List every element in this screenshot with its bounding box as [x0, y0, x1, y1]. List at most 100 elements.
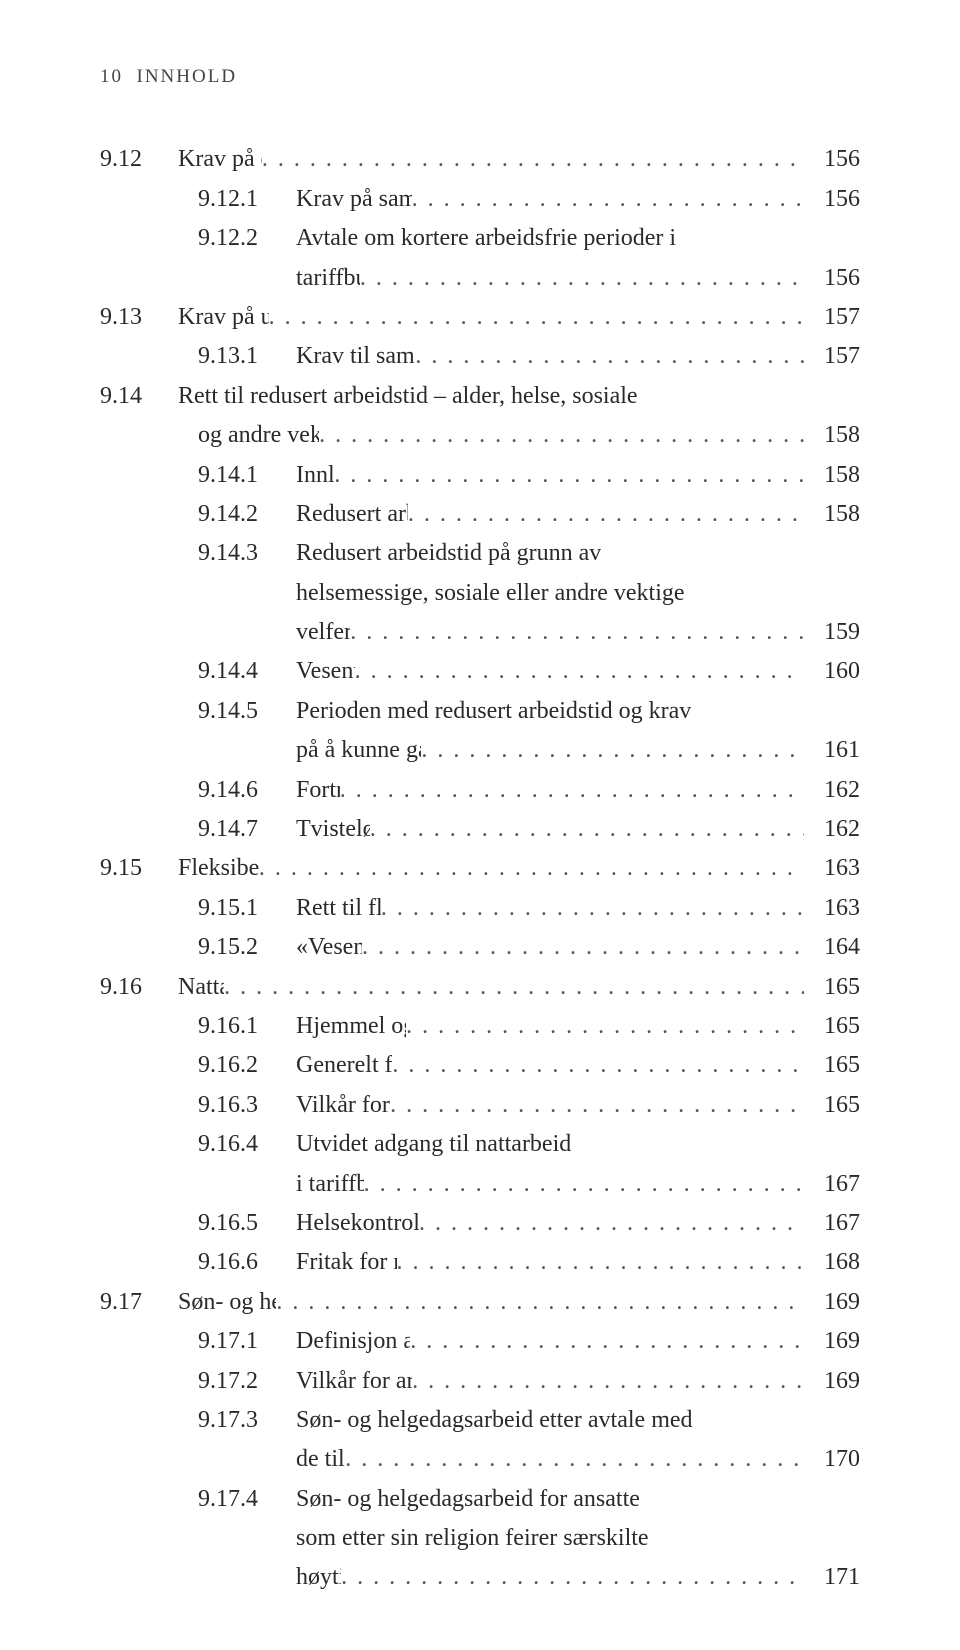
toc-entry: 9.13Krav på ukentlig fritid157 [100, 298, 860, 336]
toc-entry-page: 165 [804, 1046, 860, 1084]
toc-entry-number: 9.15 [100, 849, 178, 887]
toc-entry-title: Krav på daglig fritid [178, 140, 262, 178]
toc-entry: 9.14.2Redusert arbeidstid på grunn av al… [100, 495, 860, 533]
toc-entry: 9.12Krav på daglig fritid 156 [100, 140, 860, 178]
toc-entry-page: 156 [804, 180, 860, 218]
toc-entry-title-continuation: på å kunne gå tilbake til tidligere arbe… [296, 731, 421, 769]
toc-entry: 9.14.1Innledning158 [100, 456, 860, 494]
toc-entry-title: «Vesentlig ulempe» [296, 928, 362, 966]
toc-entry: 9.15Fleksibel arbeidstid163 [100, 849, 860, 887]
toc-entry-page: 167 [804, 1204, 860, 1242]
toc-entry-title: Helsekontroll i forbindelse med nattarbe… [296, 1204, 419, 1242]
toc-entry-number: 9.15.1 [198, 889, 296, 927]
toc-entry-title: Utvidet adgang til nattarbeid [296, 1125, 571, 1163]
toc-leader-dots [390, 1086, 804, 1124]
toc-entry-page: 171 [804, 1558, 860, 1596]
toc-entry-number: 9.14.3 [198, 534, 296, 572]
running-header: 10 INNHOLD [100, 62, 860, 92]
toc-entry-title: Vilkår for å benytte nattarbeid [296, 1086, 390, 1124]
toc-leader-dots [381, 889, 804, 927]
toc-entry-page: 161 [804, 731, 860, 769]
toc-entry-number: 9.16 [100, 968, 178, 1006]
toc-entry-title: Rett til fleksibel arbeidstid [296, 889, 381, 927]
toc-entry-title: Vilkår for arbeid på søn- og helgedager [296, 1362, 412, 1400]
toc-entry: 9.14.4Vesentlig ulempe160 [100, 652, 860, 690]
toc-entry-number: 9.17.1 [198, 1322, 296, 1360]
toc-leader-dots [410, 1322, 804, 1360]
toc-entry-number: 9.14.6 [198, 771, 296, 809]
toc-leader-dots [397, 1243, 804, 1281]
toc-leader-dots [412, 1362, 804, 1400]
toc-entry: 9.16.1Hjemmel og definisjon av nattarbei… [100, 1007, 860, 1045]
toc-entry-title: Krav på ukentlig fritid [178, 298, 269, 336]
toc-entry-title: Definisjon av søn- og helgedagsarbeid [296, 1322, 410, 1360]
toc-entry: 9.14.5Perioden med redusert arbeidstid o… [100, 692, 860, 730]
toc-entry-title: Vesentlig ulempe [296, 652, 355, 690]
toc-leader-dots [319, 416, 804, 454]
toc-entry-title: Innledning [296, 456, 334, 494]
toc-entry-title: Nattarbeid [178, 968, 224, 1006]
toc-entry: 9.17.2Vilkår for arbeid på søn- og helge… [100, 1362, 860, 1400]
toc-entry-page: 157 [804, 337, 860, 375]
toc-entry-number: 9.12.1 [198, 180, 296, 218]
toc-entry-title-continuation: tariffbundet bedrift [296, 259, 360, 297]
toc-entry: 9.15.2«Vesentlig ulempe» 164 [100, 928, 860, 966]
toc-entry-title: Krav på sammenhengende daglig fritid [296, 180, 412, 218]
toc-entry-title: Søn- og helgedagsarbeid for ansatte [296, 1480, 640, 1518]
toc-entry-title: Fortrinnsrett [296, 771, 340, 809]
toc-entry: 9.16.2Generelt forbud mot nattarbeid165 [100, 1046, 860, 1084]
header-title: INNHOLD [137, 66, 238, 87]
toc-entry-number: 9.17.4 [198, 1480, 296, 1518]
toc-entry-number: 9.17 [100, 1283, 178, 1321]
toc-entry-page: 158 [804, 495, 860, 533]
toc-entry-page: 165 [804, 968, 860, 1006]
toc-entry-page: 156 [804, 140, 860, 178]
toc-entry-title-continuation: som etter sin religion feirer særskilte [296, 1519, 649, 1557]
toc-entry-title: Søn- og helgedagsarbeid etter avtale med [296, 1401, 693, 1439]
toc-entry-page: 169 [804, 1362, 860, 1400]
toc-leader-dots [345, 1440, 804, 1478]
toc-entry-title: Fritak for regelmessig nattarbeid [296, 1243, 397, 1281]
toc-leader-dots [415, 337, 804, 375]
toc-entry-title: Generelt forbud mot nattarbeid [296, 1046, 392, 1084]
toc-entry: 9.12.1Krav på sammenhengende daglig frit… [100, 180, 860, 218]
toc-leader-dots [364, 1165, 804, 1203]
toc-entry: som etter sin religion feirer særskilte [100, 1519, 860, 1557]
toc-leader-dots [355, 652, 804, 690]
toc-entry-page: 165 [804, 1086, 860, 1124]
toc-leader-dots [408, 495, 804, 533]
toc-entry-title: Redusert arbeidstid på grunn av [296, 534, 601, 572]
toc-entry-number: 9.16.3 [198, 1086, 296, 1124]
toc-entry-number: 9.16.4 [198, 1125, 296, 1163]
toc-leader-dots [360, 259, 804, 297]
toc-entry-page: 164 [804, 928, 860, 966]
toc-entry-title: Perioden med redusert arbeidstid og krav [296, 692, 691, 730]
toc-entry-page: 170 [804, 1440, 860, 1478]
toc-leader-dots [341, 1558, 804, 1596]
toc-entry-number: 9.17.3 [198, 1401, 296, 1439]
toc-entry-title: Søn- og helgedagsarbeid [178, 1283, 276, 1321]
toc-entry-title-continuation: høytidsdager [296, 1558, 341, 1596]
toc-entry: på å kunne gå tilbake til tidligere arbe… [100, 731, 860, 769]
toc-entry: de tillitsvalgte170 [100, 1440, 860, 1478]
toc-leader-dots [362, 928, 804, 966]
table-of-contents: 9.12Krav på daglig fritid1569.12.1Krav p… [100, 140, 860, 1596]
toc-entry: 9.17.1Definisjon av søn- og helgedagsarb… [100, 1322, 860, 1360]
toc-entry-page: 169 [804, 1322, 860, 1360]
toc-entry-title-continuation: helsemessige, sosiale eller andre vektig… [296, 574, 685, 612]
toc-entry-number: 9.15.2 [198, 928, 296, 966]
toc-entry-page: 168 [804, 1243, 860, 1281]
toc-leader-dots [406, 1007, 804, 1045]
toc-leader-dots [276, 1283, 804, 1321]
toc-entry: 9.14.7Tvisteløsningsnemnda162 [100, 810, 860, 848]
toc-entry-number: 9.12 [100, 140, 178, 178]
toc-entry: 9.17.3Søn- og helgedagsarbeid etter avta… [100, 1401, 860, 1439]
toc-entry-number: 9.13 [100, 298, 178, 336]
toc-leader-dots [269, 298, 804, 336]
toc-entry-page: 162 [804, 810, 860, 848]
toc-entry-page: 167 [804, 1165, 860, 1203]
toc-entry: i tariffbundet bedrift167 [100, 1165, 860, 1203]
toc-entry-number: 9.14.5 [198, 692, 296, 730]
toc-entry: tariffbundet bedrift156 [100, 259, 860, 297]
toc-entry-page: 158 [804, 416, 860, 454]
